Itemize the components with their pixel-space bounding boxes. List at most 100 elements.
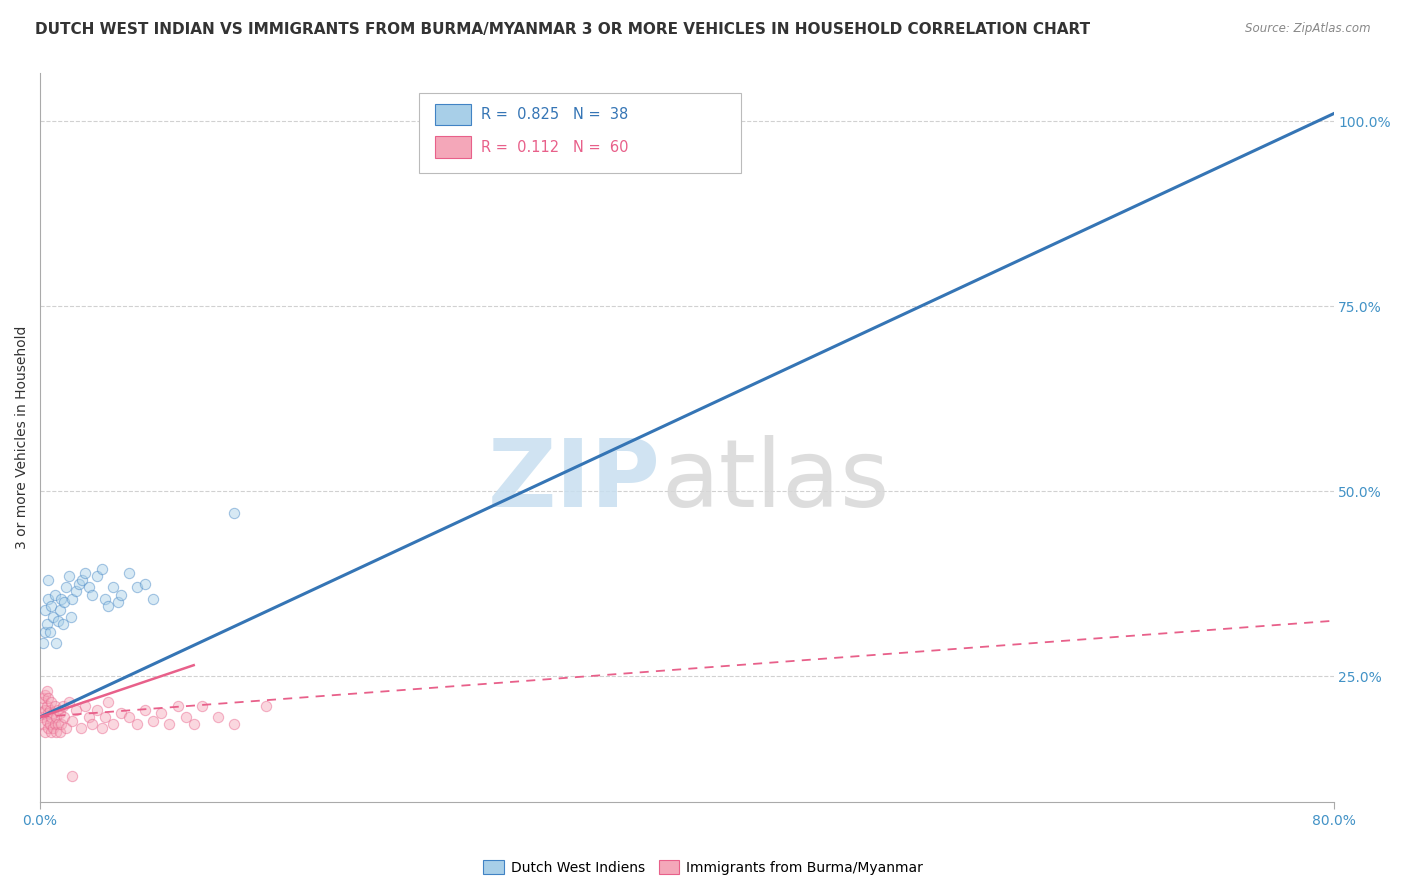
- Point: [35, 617, 58, 632]
- Point: [67, 576, 90, 591]
- Point: [55, 721, 77, 735]
- Point: [41, 724, 63, 739]
- Point: [191, 698, 214, 713]
- Point: [31, 695, 53, 709]
- Point: [44, 717, 66, 731]
- Point: [62, 591, 84, 606]
- Point: [55, 581, 77, 595]
- Point: [31, 710, 53, 724]
- Point: [75, 698, 97, 713]
- Point: [34, 688, 56, 702]
- Point: [75, 566, 97, 580]
- Point: [69, 721, 91, 735]
- Point: [48, 706, 70, 721]
- Point: [80, 717, 103, 731]
- Text: R =  0.825   N =  38: R = 0.825 N = 38: [481, 107, 628, 122]
- Point: [53, 595, 76, 609]
- Point: [44, 588, 66, 602]
- Point: [224, 717, 246, 731]
- Point: [41, 695, 63, 709]
- Point: [35, 714, 58, 728]
- Point: [127, 717, 149, 731]
- Point: [62, 769, 84, 783]
- Point: [207, 710, 229, 724]
- Point: [65, 584, 87, 599]
- Point: [32, 636, 55, 650]
- Point: [97, 599, 120, 613]
- Point: [49, 717, 72, 731]
- Point: [52, 698, 75, 713]
- Point: [256, 698, 278, 713]
- Point: [45, 636, 67, 650]
- Point: [35, 684, 58, 698]
- Point: [150, 706, 173, 721]
- Point: [38, 624, 60, 639]
- Point: [34, 703, 56, 717]
- Point: [94, 710, 117, 724]
- Point: [70, 573, 93, 587]
- Point: [48, 602, 70, 616]
- Point: [59, 610, 82, 624]
- Point: [118, 566, 141, 580]
- Point: [49, 591, 72, 606]
- Point: [86, 569, 108, 583]
- Point: [34, 724, 56, 739]
- Point: [90, 721, 112, 735]
- Point: [159, 717, 181, 731]
- Point: [42, 706, 65, 721]
- Text: ZIP: ZIP: [488, 435, 661, 527]
- Point: [42, 721, 65, 735]
- Point: [110, 706, 132, 721]
- Point: [97, 695, 120, 709]
- Point: [86, 703, 108, 717]
- Point: [142, 591, 165, 606]
- Point: [46, 717, 69, 731]
- Point: [37, 591, 59, 606]
- Point: [94, 591, 117, 606]
- Point: [48, 724, 70, 739]
- Point: [42, 610, 65, 624]
- Point: [32, 717, 55, 731]
- Point: [224, 507, 246, 521]
- Point: [77, 710, 100, 724]
- Point: [77, 581, 100, 595]
- Point: [32, 706, 55, 721]
- Point: [110, 588, 132, 602]
- Point: [38, 703, 60, 717]
- Point: [46, 614, 69, 628]
- Point: [37, 691, 59, 706]
- Point: [58, 695, 80, 709]
- Point: [32, 691, 55, 706]
- Point: [44, 698, 66, 713]
- Point: [62, 714, 84, 728]
- Point: [45, 710, 67, 724]
- Point: [80, 588, 103, 602]
- Text: R =  0.112   N =  60: R = 0.112 N = 60: [481, 140, 628, 155]
- Point: [34, 602, 56, 616]
- Text: DUTCH WEST INDIAN VS IMMIGRANTS FROM BURMA/MYANMAR 3 OR MORE VEHICLES IN HOUSEHO: DUTCH WEST INDIAN VS IMMIGRANTS FROM BUR…: [35, 22, 1090, 37]
- Point: [183, 717, 205, 731]
- Point: [41, 599, 63, 613]
- Point: [37, 721, 59, 735]
- Point: [38, 717, 60, 731]
- Point: [37, 573, 59, 587]
- Point: [134, 576, 156, 591]
- Point: [41, 710, 63, 724]
- Point: [127, 581, 149, 595]
- Point: [45, 724, 67, 739]
- Point: [134, 703, 156, 717]
- Point: [174, 710, 197, 724]
- Text: Source: ZipAtlas.com: Source: ZipAtlas.com: [1246, 22, 1371, 36]
- Y-axis label: 3 or more Vehicles in Household: 3 or more Vehicles in Household: [15, 326, 30, 549]
- Point: [35, 698, 58, 713]
- Point: [37, 706, 59, 721]
- Point: [34, 624, 56, 639]
- Point: [142, 714, 165, 728]
- Point: [58, 569, 80, 583]
- Point: [90, 562, 112, 576]
- Point: [65, 703, 87, 717]
- Point: [166, 698, 188, 713]
- Text: atlas: atlas: [661, 435, 889, 527]
- Point: [118, 710, 141, 724]
- Point: [101, 581, 124, 595]
